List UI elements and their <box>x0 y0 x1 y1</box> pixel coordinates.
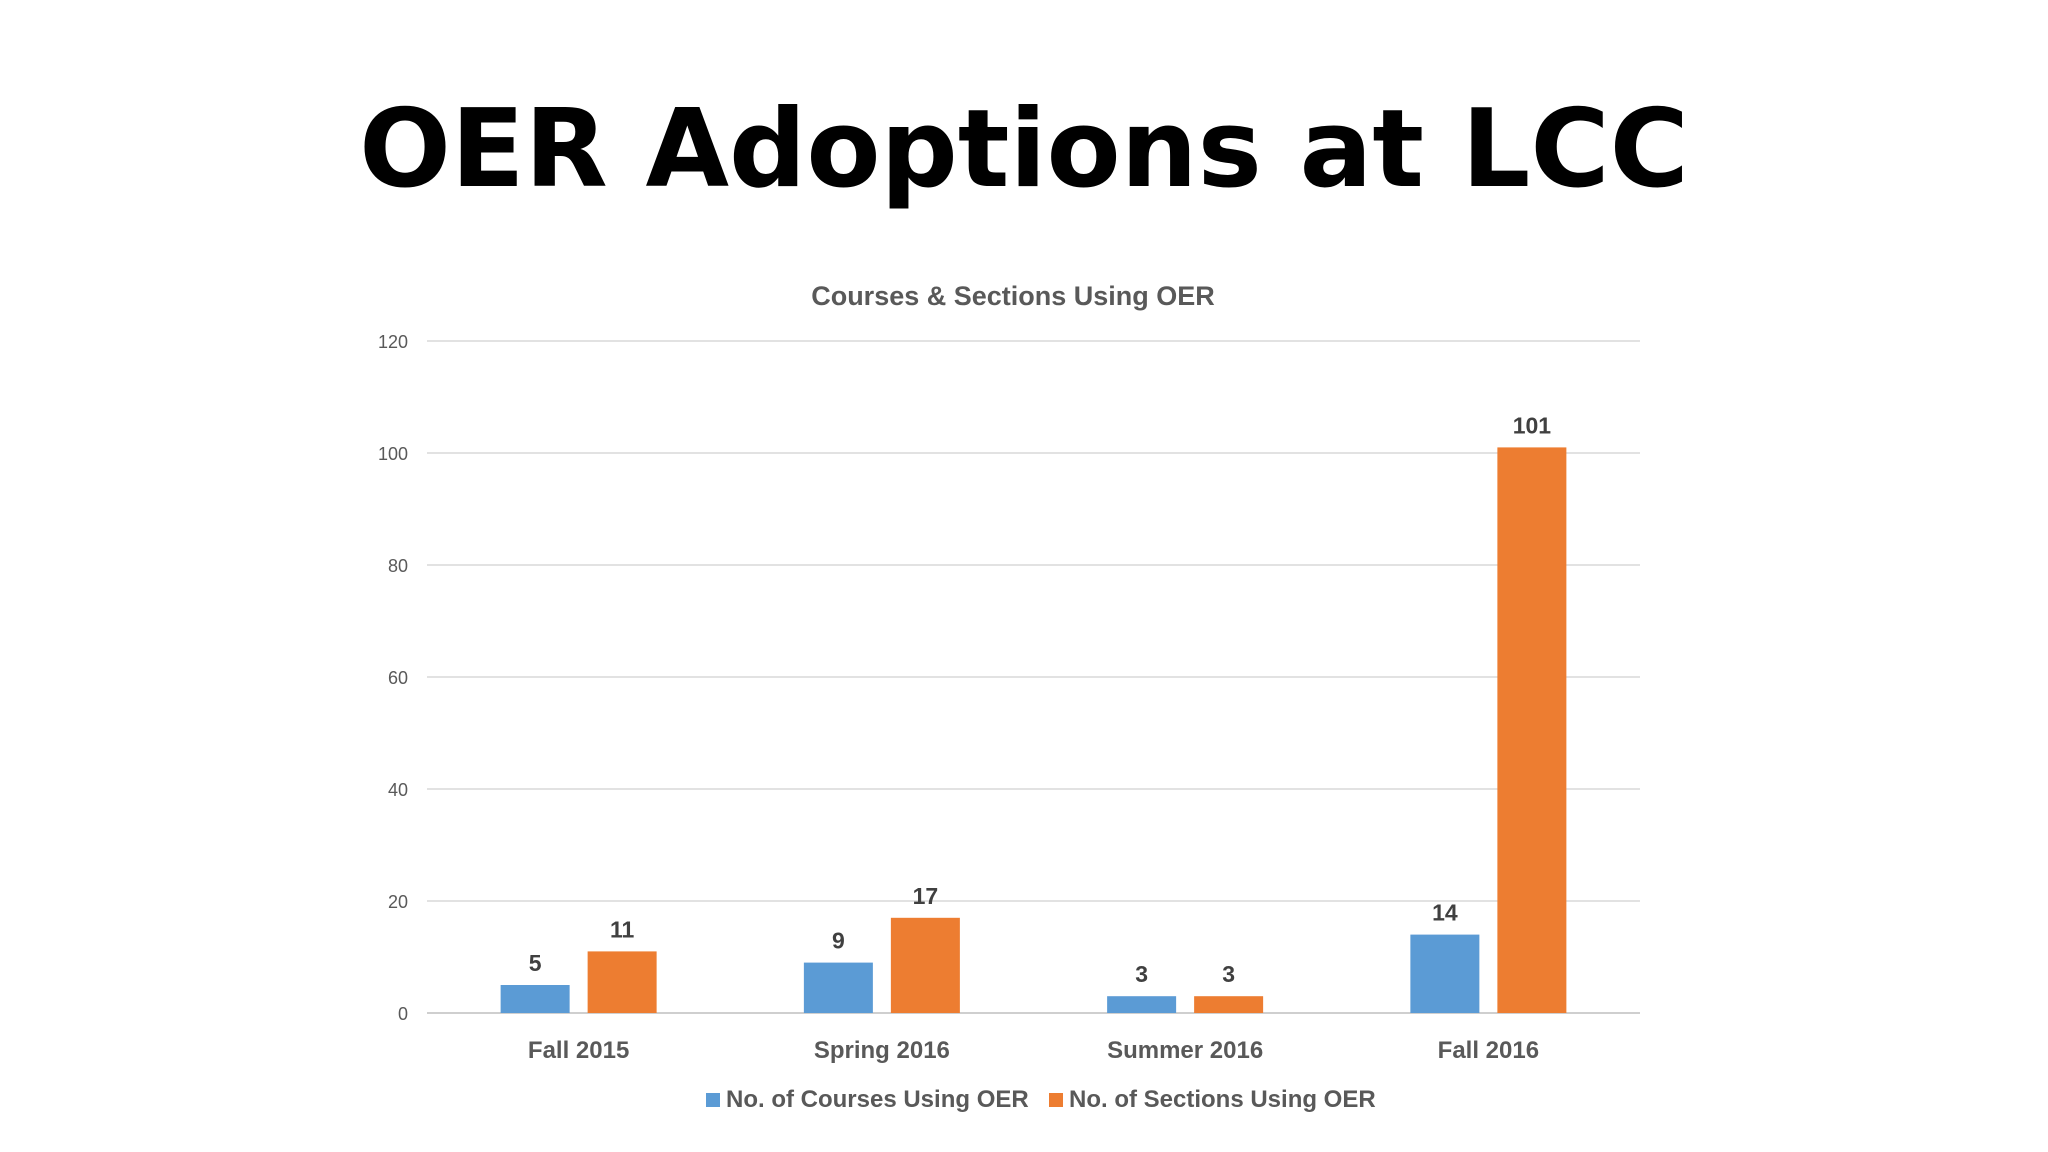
bar-courses <box>1107 996 1177 1013</box>
data-label: 14 <box>1432 900 1458 926</box>
legend: No. of Courses Using OER No. of Sections … <box>706 1086 1376 1113</box>
legend-label-courses: No. of Courses Using OER <box>726 1086 1029 1113</box>
gridlines <box>427 340 1640 1014</box>
x-axis-ticks: Fall 2015 Spring 2016 Summer 2016 Fall 2016 <box>528 1037 1539 1064</box>
data-label: 11 <box>610 916 635 942</box>
y-tick-label: 40 <box>388 780 408 800</box>
y-tick-label: 100 <box>378 444 408 464</box>
data-label: 5 <box>529 950 542 976</box>
x-tick-label: Fall 2016 <box>1438 1037 1539 1064</box>
y-axis-ticks: 0 20 40 60 80 100 120 <box>378 332 408 1024</box>
data-label: 3 <box>1222 961 1235 987</box>
data-label: 17 <box>913 883 939 909</box>
data-label: 9 <box>832 928 845 954</box>
bar-sections <box>587 951 657 1013</box>
data-label: 101 <box>1513 412 1552 438</box>
chart-title: Courses & Sections Using OER <box>811 281 1215 311</box>
bars <box>500 447 1567 1013</box>
bar-sections <box>890 917 960 1013</box>
slide-title: OER Adoptions at LCC <box>359 87 1689 212</box>
bar-courses <box>1410 934 1480 1013</box>
legend-swatch-courses <box>706 1093 720 1107</box>
legend-swatch-sections <box>1049 1093 1063 1107</box>
x-tick-label: Fall 2015 <box>528 1037 629 1064</box>
legend-label-sections: No. of Sections Using OER <box>1069 1086 1376 1113</box>
y-tick-label: 60 <box>388 668 408 688</box>
bar-sections <box>1497 447 1567 1013</box>
data-labels: 5 11 9 17 3 3 14 101 <box>529 412 1552 987</box>
x-tick-label: Summer 2016 <box>1107 1037 1263 1064</box>
y-tick-label: 0 <box>398 1004 408 1024</box>
y-tick-label: 80 <box>388 556 408 576</box>
y-tick-label: 20 <box>388 892 408 912</box>
y-tick-label: 120 <box>378 332 408 352</box>
x-tick-label: Spring 2016 <box>814 1037 950 1064</box>
bar-courses <box>500 985 570 1013</box>
bar-sections <box>1194 996 1264 1013</box>
data-label: 3 <box>1135 961 1148 987</box>
bar-courses <box>803 962 873 1013</box>
